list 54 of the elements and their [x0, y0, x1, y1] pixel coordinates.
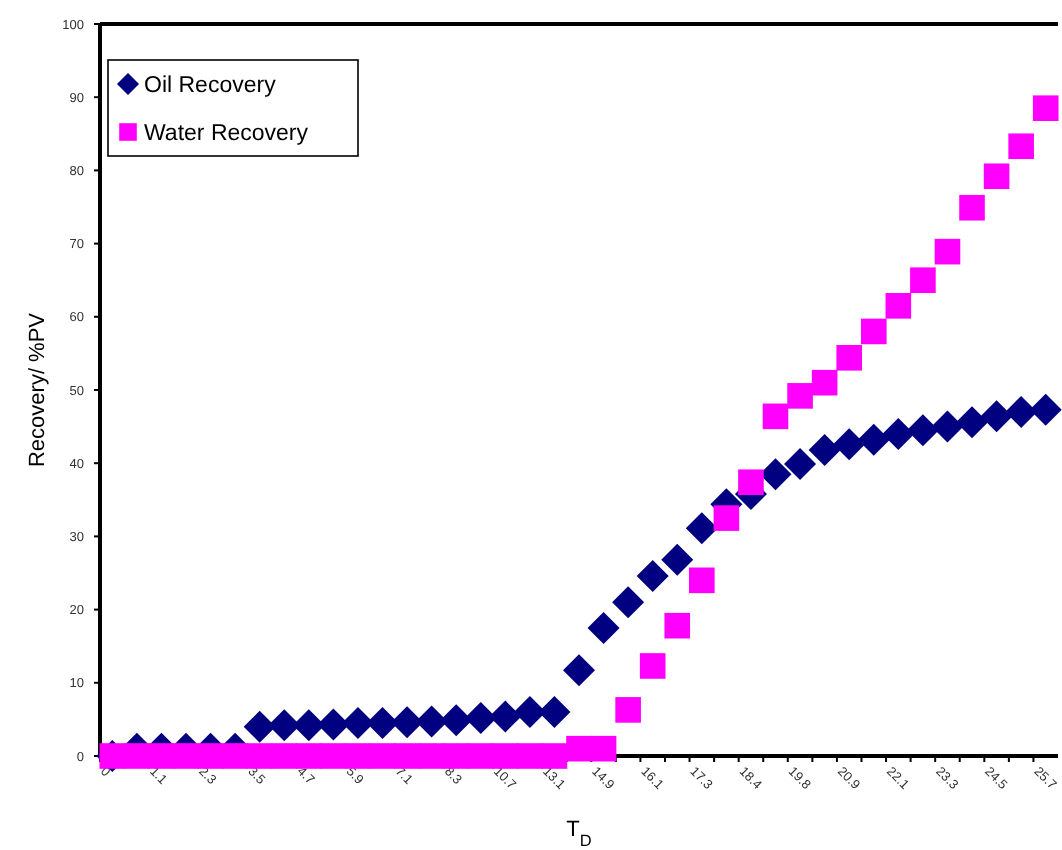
- point: [983, 163, 1010, 190]
- point: [664, 612, 691, 639]
- x-axis-title: T$_{D}$: [566, 818, 592, 849]
- point: [464, 701, 497, 734]
- point: [689, 567, 715, 594]
- point: [857, 423, 890, 456]
- point: [661, 543, 694, 576]
- point: [860, 318, 887, 345]
- point: [612, 586, 645, 619]
- point: [931, 410, 964, 443]
- point: [563, 654, 595, 687]
- point: [317, 708, 350, 741]
- point: [366, 707, 399, 740]
- point: [959, 194, 985, 221]
- point: [906, 414, 939, 447]
- point: [910, 267, 936, 293]
- point: [934, 238, 961, 265]
- point: [268, 709, 301, 742]
- point: [489, 700, 522, 733]
- point: [811, 369, 838, 396]
- point: [787, 383, 813, 409]
- point: [1032, 95, 1059, 121]
- point: [440, 704, 473, 737]
- point: [885, 293, 912, 319]
- point: [784, 447, 817, 480]
- y-axis-title: Recovery/ %PV: [26, 311, 50, 468]
- point: [1008, 133, 1034, 160]
- point: [590, 735, 617, 762]
- point: [685, 512, 718, 545]
- point: [391, 706, 424, 739]
- point: [1029, 393, 1062, 426]
- point: [713, 505, 740, 531]
- point: [639, 653, 666, 679]
- point: [292, 709, 325, 742]
- point: [836, 344, 863, 371]
- point: [615, 697, 641, 723]
- point: [759, 458, 792, 491]
- point: [415, 705, 448, 738]
- point: [243, 710, 276, 743]
- point: [513, 696, 546, 729]
- point: [980, 400, 1013, 433]
- point: [762, 403, 789, 430]
- point: [538, 696, 571, 729]
- legend-label: Oil Recovery: [144, 74, 277, 99]
- point: [833, 428, 866, 461]
- point: [882, 417, 915, 450]
- point: [808, 434, 841, 467]
- point: [341, 707, 374, 740]
- point: [636, 559, 669, 592]
- point: [956, 406, 989, 439]
- point: [587, 611, 620, 644]
- point: [1005, 395, 1038, 428]
- point: [738, 469, 764, 496]
- legend-label: Water Recovery: [144, 122, 309, 147]
